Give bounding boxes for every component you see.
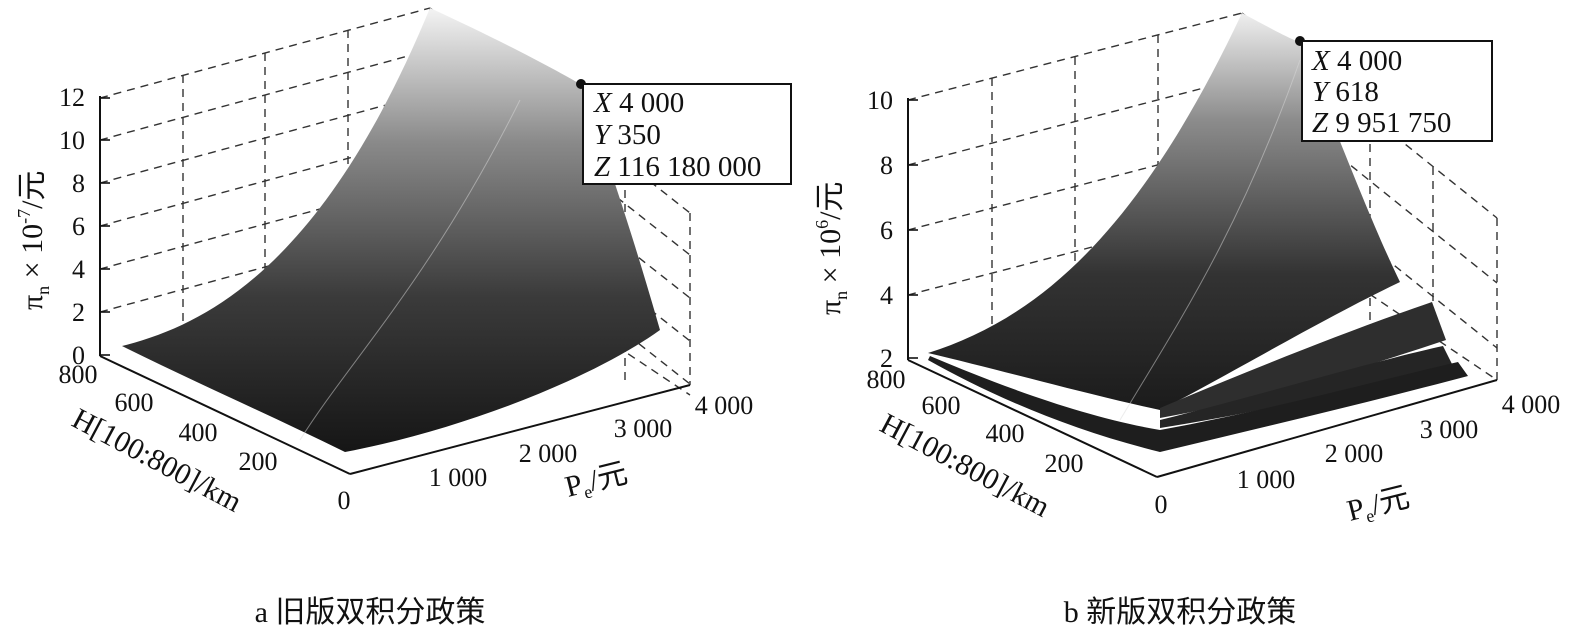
chart-b-htick-4: 800 bbox=[867, 365, 906, 394]
chart-a-datatip-z: Z 116 180 000 bbox=[594, 151, 761, 183]
chart-a-htick-3: 600 bbox=[115, 388, 154, 417]
chart-a-htick-0: 0 bbox=[338, 486, 351, 515]
chart-b-htick-2: 400 bbox=[986, 419, 1025, 448]
chart-a-surface bbox=[122, 8, 660, 452]
chart-a-datatip-box bbox=[582, 83, 792, 185]
chart-a-ztick-0: 0 bbox=[72, 341, 85, 370]
chart-b-ztick-3: 8 bbox=[880, 151, 893, 180]
chart-a-ztick-3: 6 bbox=[72, 212, 85, 241]
chart-a-zticks bbox=[100, 97, 110, 356]
chart-a-ztick-5: 10 bbox=[59, 126, 85, 155]
chart-b-zlabel: πn × 106/元 bbox=[812, 182, 851, 315]
chart-a-caption: a 旧版双积分政策 bbox=[255, 596, 486, 629]
chart-a-htick-4: 800 bbox=[59, 360, 98, 389]
chart-b-ylabel: H[100:800]/km bbox=[875, 407, 1055, 524]
chart-b-ztick-1: 4 bbox=[880, 281, 893, 310]
chart-b-sheet-1 bbox=[1160, 302, 1446, 418]
chart-b-ptick-0: 1 000 bbox=[1237, 465, 1296, 494]
chart-b-sheet-3 bbox=[928, 356, 1468, 452]
chart-a-ztick-4: 8 bbox=[72, 169, 85, 198]
chart-b-ptick-3: 4 000 bbox=[1502, 390, 1561, 419]
chart-b-datatip-box bbox=[1301, 40, 1493, 142]
chart-a-ptick-2: 3 000 bbox=[614, 414, 673, 443]
chart-b-htick-1: 200 bbox=[1045, 449, 1084, 478]
chart-a-htick-2: 400 bbox=[179, 418, 218, 447]
chart-b: 2 4 6 8 10 0 200 400 600 800 1 000 2 000… bbox=[812, 12, 1561, 629]
chart-b-datatip-y: Y 618 bbox=[1312, 76, 1379, 108]
chart-b-ztick-4: 10 bbox=[867, 86, 893, 115]
chart-b-ptick-1: 2 000 bbox=[1325, 439, 1384, 468]
chart-a-ptick-1: 2 000 bbox=[519, 439, 578, 468]
chart-a-zlabel: πn × 10-7/元 bbox=[14, 171, 53, 310]
chart-a-surface-seam bbox=[299, 99, 521, 441]
chart-a-ztick-2: 4 bbox=[72, 255, 85, 284]
chart-a-ptick-0: 1 000 bbox=[429, 463, 488, 492]
chart-b-ztick-0: 2 bbox=[880, 344, 893, 373]
chart-b-surface-seam bbox=[1119, 59, 1301, 421]
chart-a-xlabel: Pe/元 bbox=[562, 457, 632, 507]
chart-b-caption: b 新版双积分政策 bbox=[1064, 596, 1297, 629]
chart-a-ztick-6: 12 bbox=[59, 83, 85, 112]
chart-b-ztick-2: 6 bbox=[880, 216, 893, 245]
chart-b-surface bbox=[928, 13, 1400, 410]
chart-a: 0 2 4 6 8 10 12 0 200 400 600 800 1 000 … bbox=[14, 7, 792, 629]
chart-b-sheet-2 bbox=[1160, 346, 1452, 428]
chart-b-htick-0: 0 bbox=[1155, 490, 1168, 519]
chart-b-axes bbox=[907, 98, 1498, 478]
chart-a-ptick-3: 4 000 bbox=[695, 391, 754, 420]
chart-a-ylabel: H[100:800]/km bbox=[67, 402, 247, 519]
chart-b-ptick-2: 3 000 bbox=[1420, 415, 1479, 444]
chart-a-ztick-1: 2 bbox=[72, 298, 85, 327]
chart-b-datatip: X 4 000 Y 618 Z 9 951 750 bbox=[1295, 36, 1493, 142]
chart-a-datatip-x: X 4 000 bbox=[593, 87, 684, 119]
chart-a-datatip-y: Y 350 bbox=[594, 119, 661, 151]
chart-a-htick-1: 200 bbox=[239, 447, 278, 476]
chart-b-datatip-x: X 4 000 bbox=[1311, 45, 1402, 77]
chart-b-zticks bbox=[908, 99, 918, 359]
chart-b-htick-3: 600 bbox=[922, 391, 961, 420]
chart-b-xlabel: Pe/元 bbox=[1344, 481, 1414, 531]
chart-b-datatip-z: Z 9 951 750 bbox=[1312, 107, 1451, 139]
chart-a-datatip: X 4 000 Y 350 Z 116 180 000 bbox=[576, 79, 792, 185]
